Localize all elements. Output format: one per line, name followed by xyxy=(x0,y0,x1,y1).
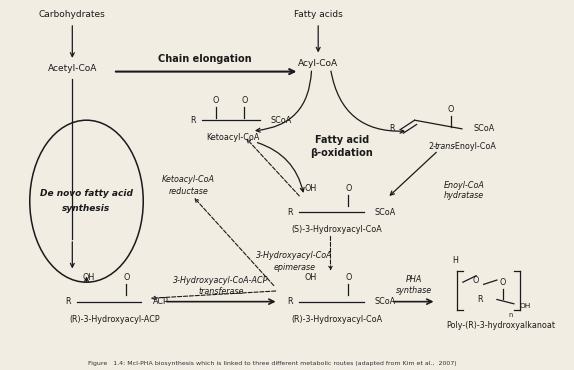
Text: (R)-3-Hydroxyacyl-CoA: (R)-3-Hydroxyacyl-CoA xyxy=(292,314,383,324)
Text: SCoA: SCoA xyxy=(474,124,495,133)
Text: β-oxidation: β-oxidation xyxy=(311,148,373,158)
Text: O: O xyxy=(213,96,219,105)
Text: Poly-(’’’: Poly-(’’’ xyxy=(455,321,460,323)
Text: Chain elongation: Chain elongation xyxy=(158,54,251,64)
Text: H: H xyxy=(452,256,458,265)
Text: (R)-3-Hydroxyacyl-ACP: (R)-3-Hydroxyacyl-ACP xyxy=(69,314,160,324)
Text: O: O xyxy=(346,273,352,282)
Text: O: O xyxy=(473,276,479,285)
Text: -Enoyl-CoA: -Enoyl-CoA xyxy=(452,142,497,151)
Text: O: O xyxy=(447,105,454,114)
Text: R: R xyxy=(389,124,395,133)
Text: R: R xyxy=(191,116,196,125)
Text: R: R xyxy=(65,297,71,306)
Text: SCoA: SCoA xyxy=(271,116,292,125)
Text: Acyl-CoA: Acyl-CoA xyxy=(298,58,338,68)
Text: OH: OH xyxy=(304,273,317,282)
Text: OH: OH xyxy=(82,273,95,282)
Text: n: n xyxy=(508,312,512,319)
Text: trans: trans xyxy=(435,142,455,151)
Text: 3-Hydroxyacyl-CoA-ACP: 3-Hydroxyacyl-CoA-ACP xyxy=(173,276,269,285)
Text: Figure   1.4: Mcl-PHA biosynthesis which is linked to three different metabolic : Figure 1.4: Mcl-PHA biosynthesis which i… xyxy=(88,361,457,366)
Text: epimerase: epimerase xyxy=(274,263,316,272)
Text: O: O xyxy=(123,273,129,282)
Text: O: O xyxy=(346,184,352,193)
Text: Fatty acid: Fatty acid xyxy=(315,135,369,145)
Text: Ketoacyl-CoA: Ketoacyl-CoA xyxy=(162,175,215,184)
Text: R: R xyxy=(477,295,483,304)
Text: ACP: ACP xyxy=(153,297,168,306)
Text: reductase: reductase xyxy=(169,187,208,196)
Text: OH: OH xyxy=(519,303,531,309)
Text: R: R xyxy=(287,297,293,306)
Text: Poly-(R)-3-hydroxyalkanoat: Poly-(R)-3-hydroxyalkanoat xyxy=(446,321,555,330)
Text: O: O xyxy=(499,278,506,287)
Text: Acetyl-CoA: Acetyl-CoA xyxy=(48,64,97,73)
Text: De novo fatty acid: De novo fatty acid xyxy=(40,189,133,198)
Text: 2-: 2- xyxy=(428,142,436,151)
Text: Fatty acids: Fatty acids xyxy=(294,10,343,19)
Text: transferase: transferase xyxy=(198,287,243,296)
Text: PHA: PHA xyxy=(405,275,422,285)
Text: OH: OH xyxy=(304,184,317,193)
Text: (S)-3-Hydroxyacyl-CoA: (S)-3-Hydroxyacyl-CoA xyxy=(292,225,382,234)
Text: Carbohydrates: Carbohydrates xyxy=(39,10,106,19)
Text: O: O xyxy=(241,96,247,105)
Text: Enoyl-CoA: Enoyl-CoA xyxy=(444,181,485,189)
Text: 3-Hydroxyacyl-CoA: 3-Hydroxyacyl-CoA xyxy=(256,251,333,260)
Text: Ketoacyl-CoA: Ketoacyl-CoA xyxy=(207,133,260,142)
Text: hydratase: hydratase xyxy=(444,191,484,200)
Text: R: R xyxy=(287,208,293,216)
Text: synthase: synthase xyxy=(395,286,432,295)
Text: SCoA: SCoA xyxy=(375,297,396,306)
Text: synthesis: synthesis xyxy=(63,204,111,213)
Text: SCoA: SCoA xyxy=(375,208,396,216)
